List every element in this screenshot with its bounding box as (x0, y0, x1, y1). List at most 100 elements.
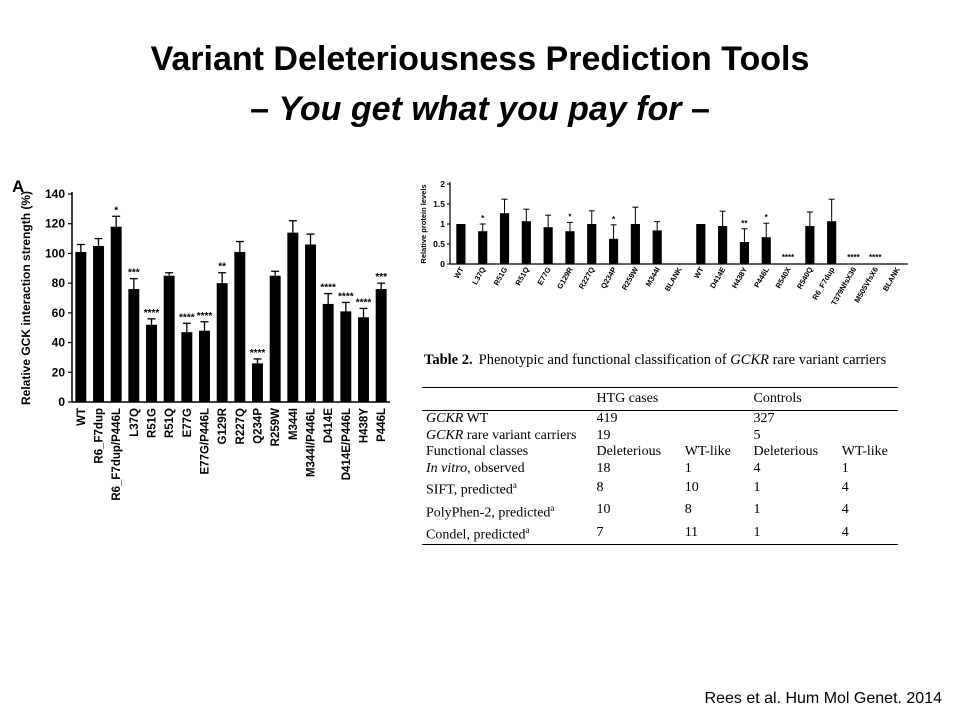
table-cell: 10 (684, 480, 699, 496)
table-cell (838, 428, 898, 445)
panel-b-bar (478, 231, 488, 264)
panel-a-significance: **** (320, 283, 336, 294)
chart-panel-b: 0 0.5 1 1.5 2 Relative protein levels WT * L37Q R… (419, 179, 908, 307)
panel-b-bar (630, 224, 640, 264)
table-cell: WT-like (684, 444, 731, 460)
panel-a-bar (181, 332, 193, 402)
panel-b-bar (761, 237, 771, 264)
panel-b-bar (499, 213, 510, 264)
row-label-text: , observed (467, 460, 525, 476)
panel-a-category-label: D414E (323, 408, 335, 443)
row-label-text: Condel, predicted (426, 527, 526, 543)
row-label: SIFT, predicteda (422, 477, 592, 499)
slide-title: Variant Deleteriousness Prediction Tools (150, 40, 810, 78)
footnote-marker: a (512, 480, 517, 491)
panel-a-ytick-label: 80 (52, 276, 66, 290)
table-caption: Table 2. Phenotypic and functional classi… (424, 352, 908, 369)
panel-a-significance: *** (375, 272, 387, 283)
panel-a-significance: * (114, 205, 118, 216)
panel-b-bar (587, 224, 597, 264)
table-row: GCKR WT 419 327 (422, 411, 898, 428)
panel-a-significance: **** (338, 291, 354, 302)
panel-a-significance: **** (144, 308, 160, 319)
table-row: Condel, predicteda 7 11 1 4 (422, 521, 898, 546)
row-label-text: Functional classes (426, 444, 529, 460)
gene-name: GCKR (426, 411, 464, 426)
panel-a-significance: *** (128, 268, 140, 279)
panel-b-significance: * (568, 212, 572, 221)
panel-b-category-label: Q234P (599, 266, 618, 291)
header-controls: Controls (749, 387, 898, 411)
table-cell: Deleterious (596, 444, 662, 460)
panel-a-significance: **** (250, 348, 266, 359)
panel-b-category-label: D414E (708, 266, 727, 290)
panel-b-bar (805, 226, 815, 264)
panel-b-significance: ** (741, 219, 748, 228)
slide-subtitle: – You get what you pay for – (0, 90, 960, 129)
table-cell: 10 (596, 502, 611, 518)
panel-a-bar (340, 311, 352, 402)
panel-a-category-label: E77G (182, 408, 194, 437)
panel-a-bar (358, 317, 369, 402)
chart-panel-a: A 0 20 40 60 80 100 120 140 Relative GCK interact… (12, 177, 390, 501)
table-cell: Deleterious (753, 444, 819, 460)
panel-a-bar (93, 246, 104, 402)
panel-a-category-label: R51Q (164, 408, 176, 438)
header-htg-cases: HTG cases (592, 387, 750, 411)
table-cell: 419 (596, 411, 618, 426)
table-row: In vitro, observed 18 1 4 1 (422, 461, 898, 478)
panel-a-ytick-label: 140 (45, 187, 65, 201)
panel-b-category-label: R259W (620, 265, 641, 292)
panel-a-bar (216, 283, 228, 402)
row-label: In vitro, observed (422, 461, 592, 478)
table-caption-post: rare variant carriers (768, 352, 887, 368)
citation: Rees et al. Hum Mol Genet. 2014 (704, 690, 942, 707)
panel-b-bar (456, 224, 466, 264)
panel-a-ytick-label: 20 (52, 365, 66, 379)
panel-a-significance: **** (356, 297, 372, 308)
panel-a-ytick-label: 100 (45, 246, 65, 260)
row-label: GCKR WT (422, 411, 592, 428)
gene-name: GCKR (426, 427, 464, 443)
table-cell (681, 411, 750, 428)
panel-a-category-label: R259W (270, 408, 282, 446)
panel-a-category-label: R6_F7dup (94, 408, 106, 464)
table-cell (838, 411, 898, 428)
table-header-row: HTG cases Controls (422, 387, 898, 411)
panel-b-ytick-label: 1 (440, 219, 445, 229)
row-label-text: rare variant carriers (463, 427, 577, 443)
panel-b-category-label: R540X (774, 266, 793, 290)
panel-a-category-label: H438Y (359, 408, 371, 443)
panel-b-category-label: R51G (492, 265, 510, 287)
italic-label: In vitro (426, 460, 468, 476)
panel-a-bar (110, 226, 122, 402)
panel-b-significance: * (481, 214, 485, 223)
table-cell: 19 (596, 427, 611, 443)
panel-b-category-label: M344I (644, 266, 662, 289)
panel-a-category-label: P446L (376, 408, 388, 442)
panel-b-bar (608, 238, 619, 264)
panel-b-category-label: WT (692, 265, 706, 280)
panel-b-bar (565, 231, 575, 264)
table-2: Table 2. Phenotypic and functional classi… (418, 352, 908, 546)
table-cell: 4 (841, 480, 849, 496)
panel-b-category-label: R540Q (795, 265, 815, 290)
panel-a-bar (305, 244, 316, 402)
table-cell: 4 (841, 502, 849, 518)
table-cell: 8 (684, 502, 692, 518)
row-label: GCKR rare variant carriers (422, 428, 592, 445)
panel-b-ytick-label: 2 (440, 179, 445, 189)
table-cell: 7 (592, 521, 681, 546)
panel-b-ytick-label: 1.5 (433, 199, 445, 209)
panel-a-category-label: WT (76, 408, 88, 426)
panel-a-bar (128, 289, 140, 402)
table-cell: 4 (753, 460, 761, 476)
panel-b-y-axis-label: Relative protein levels (419, 184, 428, 263)
panel-a-category-label: Q234P (253, 408, 265, 444)
table-cell: WT-like (841, 444, 888, 460)
panel-b-significance: * (612, 215, 616, 224)
table-cell: 1 (684, 460, 692, 476)
table-cell: 1 (753, 502, 761, 518)
subtitle-suffix: – (681, 90, 710, 128)
panel-a-label: A (12, 177, 24, 196)
